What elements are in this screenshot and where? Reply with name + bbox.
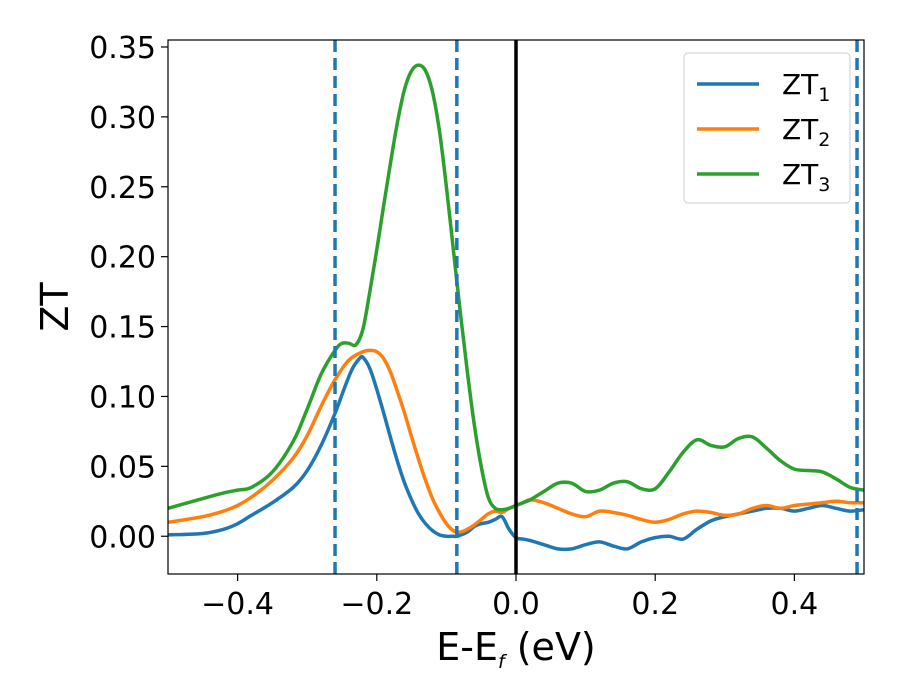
x-axis-label: E-Ef (eV): [436, 625, 596, 673]
x-tick-label: −0.2: [340, 587, 413, 622]
axes: −0.4 −0.2 0.0 0.2 0.4 0.00 0.05 0.10 0.15 0.20 0.2…: [33, 31, 865, 673]
series-line-zt1: [168, 354, 864, 552]
legend-label-zt2: ZT2: [782, 113, 830, 151]
y-tick-label: 0.20: [89, 241, 156, 276]
y-tick-label: 0.05: [89, 450, 156, 485]
y-tick-label: 0.25: [89, 171, 156, 206]
series-line-zt3: [168, 63, 864, 512]
x-tick-label: 0.0: [492, 587, 540, 622]
y-tick-label: 0.30: [89, 101, 156, 136]
y-tick-label: 0.00: [89, 520, 156, 555]
x-tick-label: 0.4: [771, 587, 819, 622]
y-tick-label: 0.15: [89, 311, 156, 346]
x-tick-label: −0.4: [201, 587, 274, 622]
y-tick-label: 0.35: [89, 31, 156, 66]
legend-box: [683, 52, 851, 204]
legend: ZT1 ZT2 ZT3: [683, 52, 851, 204]
legend-label-zt3: ZT3: [782, 158, 830, 196]
x-tick-label: 0.2: [631, 587, 679, 622]
series-line-zt2: [168, 348, 864, 534]
legend-label-zt1: ZT1: [782, 68, 830, 106]
y-axis-label: ZT: [33, 282, 77, 332]
plot-area: [168, 40, 864, 574]
y-tick-label: 0.10: [89, 380, 156, 415]
